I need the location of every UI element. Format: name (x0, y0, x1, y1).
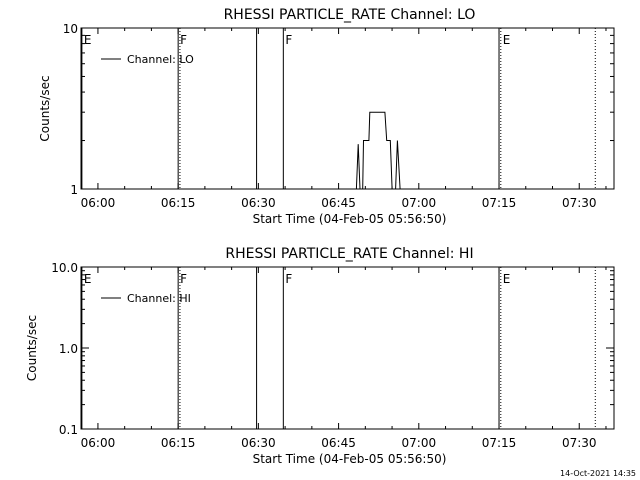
chart-panel-1: RHESSI PARTICLE_RATE Channel: LO 06:00 06:… (38, 7, 615, 226)
plot-frame (80, 27, 615, 190)
x-axis-label: Start Time (04-Feb-05 05:56:50) (253, 212, 447, 226)
x-tick-label: 06:00 (81, 196, 116, 210)
chart-title: RHESSI PARTICLE_RATE Channel: HI (225, 246, 473, 262)
flag-marker-label: F (180, 33, 187, 47)
x-axis-label: Start Time (04-Feb-05 05:56:50) (253, 452, 447, 466)
x-tick-label: 06:00 (81, 436, 116, 450)
y-tick-label: 10 (63, 22, 78, 36)
x-tick-label: 07:15 (482, 436, 517, 450)
x-tick-label: 06:15 (161, 436, 196, 450)
chart-panel-2: RHESSI PARTICLE_RATE Channel: HI 06:00 06:… (25, 246, 615, 466)
x-tick-label: 06:30 (241, 196, 276, 210)
x-tick-label: 07:15 (482, 196, 517, 210)
legend-label: Channel: HI (127, 292, 191, 305)
x-tick-label: 06:30 (241, 436, 276, 450)
legend-label: Channel: LO (127, 53, 194, 66)
flag-marker-label: E (503, 272, 511, 286)
y-axis-label: Counts/sec (38, 75, 52, 141)
x-tick-label: 07:00 (402, 436, 437, 450)
flag-marker-label: F (285, 272, 292, 286)
y-axis-label: Counts/sec (25, 315, 39, 381)
x-tick-label: 07:00 (402, 196, 437, 210)
y-tick-label: 0.1 (59, 423, 78, 437)
flag-marker-label: E (84, 33, 92, 47)
chart-title: RHESSI PARTICLE_RATE Channel: LO (224, 7, 476, 23)
series-line (355, 111, 401, 190)
x-tick-label: 06:45 (321, 436, 356, 450)
x-tick-label: 06:15 (161, 196, 196, 210)
y-tick-label: 1.0 (59, 342, 78, 356)
x-tick-label: 07:30 (562, 196, 597, 210)
flag-marker-label: E (503, 33, 511, 47)
flag-marker-label: F (180, 272, 187, 286)
y-tick-label: 1 (70, 183, 78, 197)
flag-marker-label: F (285, 33, 292, 47)
y-tick-label: 10.0 (51, 261, 78, 275)
flag-marker-label: E (84, 272, 92, 286)
x-tick-label: 06:45 (321, 196, 356, 210)
footer-timestamp: 14-Oct-2021 14:35 (560, 469, 636, 478)
x-tick-label: 07:30 (562, 436, 597, 450)
